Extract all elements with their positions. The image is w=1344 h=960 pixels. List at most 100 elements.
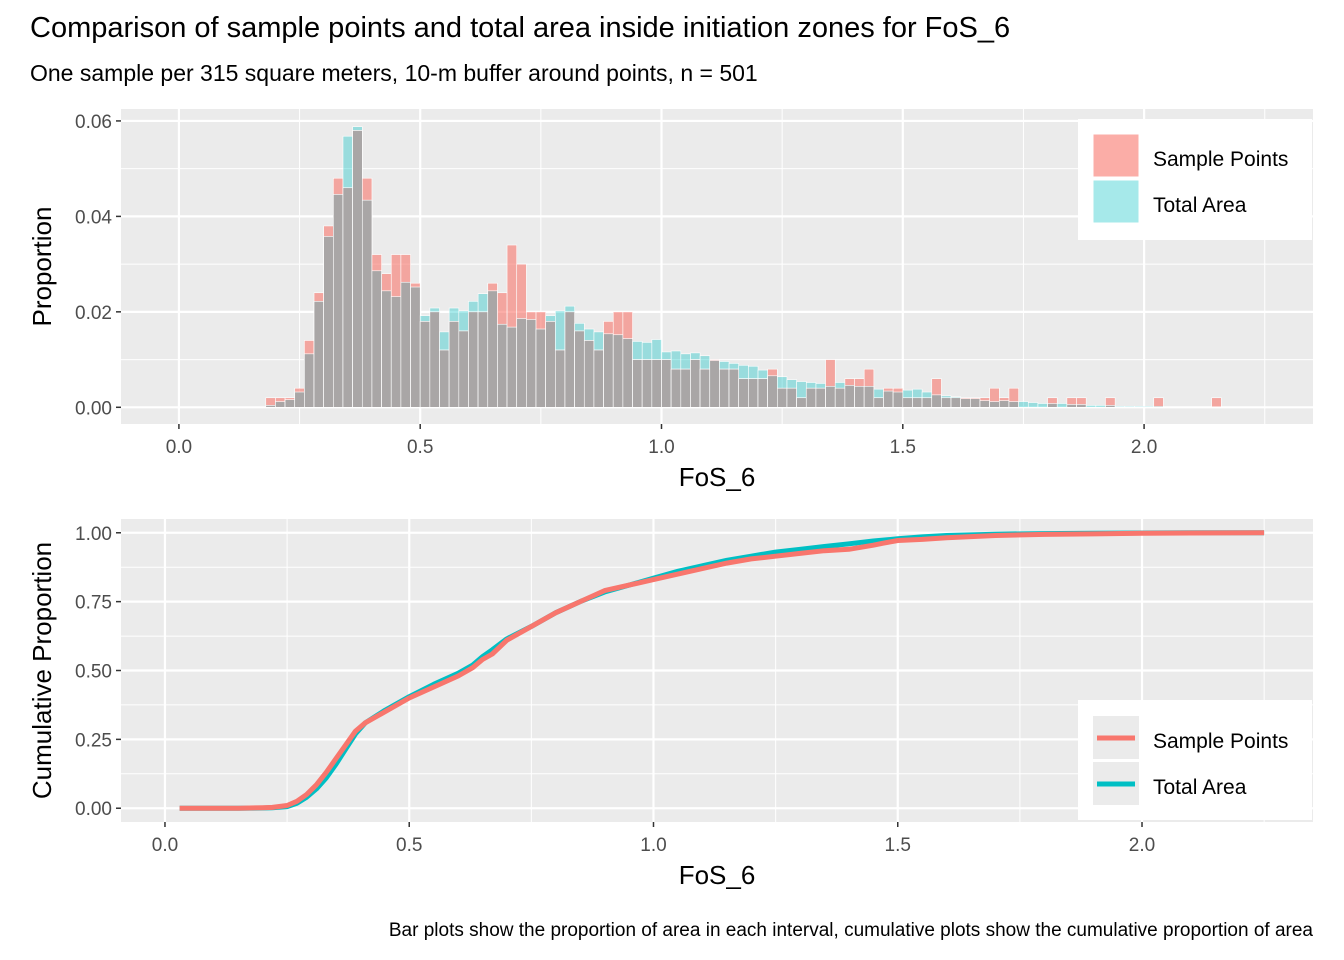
bar-overlap [275, 401, 286, 408]
bar-overlap [680, 368, 691, 408]
bar-overlap [400, 281, 411, 408]
bar-overlap [516, 318, 527, 408]
legend-label-total-area: Total Area [1153, 776, 1247, 799]
bar-overlap [796, 397, 807, 408]
bar-overlap [641, 359, 653, 408]
bar-overlap [555, 349, 566, 408]
x-tick-label: 0.0 [166, 437, 192, 458]
bar-overlap [670, 368, 682, 408]
bar-overlap [535, 328, 546, 408]
y-tick-label: 0.02 [75, 303, 112, 324]
bar-overlap [612, 334, 624, 408]
bar-overlap [526, 319, 537, 408]
bar-overlap [323, 236, 334, 408]
bar-overlap [294, 391, 305, 408]
histogram-legend: Sample Points Total Area [1078, 119, 1312, 240]
bar-overlap [979, 400, 990, 408]
bar-overlap [815, 387, 826, 408]
bar-overlap [458, 330, 469, 408]
bar-total-area [1143, 406, 1155, 408]
bar-overlap [999, 400, 1010, 408]
bar-total-area [1037, 403, 1048, 408]
bar-overlap [574, 330, 585, 408]
bar-overlap [313, 301, 324, 408]
legend-label-sample-points: Sample Points [1153, 148, 1288, 171]
x-tick-label: 2.0 [1131, 437, 1157, 458]
bar-overlap [390, 296, 402, 408]
bar-overlap [661, 359, 672, 408]
bar-overlap [448, 321, 460, 408]
bar-overlap [1066, 404, 1077, 408]
y-tick-label: 0.00 [75, 799, 112, 820]
histogram-y-axis-label: Proportion [27, 207, 57, 327]
legend-swatch-total-area [1092, 179, 1140, 224]
bar-overlap [429, 311, 440, 408]
bar-overlap [854, 385, 865, 408]
bar-total-area [1134, 406, 1145, 408]
x-tick-label: 0.5 [407, 437, 433, 458]
bar-overlap [748, 378, 759, 408]
bar-overlap [863, 385, 875, 408]
cumulative-line-sample-points [179, 530, 1265, 811]
x-tick-label: 2.0 [1129, 835, 1155, 856]
cumulative-x-axis-label: FoS_6 [679, 860, 756, 890]
bar-total-area [1124, 406, 1135, 408]
bar-overlap [844, 385, 855, 408]
bar-total-area [1027, 402, 1039, 408]
cumulative-lines [179, 530, 1265, 811]
bar-overlap [361, 199, 373, 408]
histogram-x-axis: 0.0 0.5 1.0 1.5 2.0 [166, 424, 1157, 458]
bar-overlap [477, 311, 489, 408]
y-tick-label: 1.00 [75, 524, 112, 545]
bar-overlap [719, 368, 730, 408]
bar-overlap [825, 385, 836, 408]
bar-overlap [1047, 403, 1058, 408]
bar-overlap [786, 387, 797, 408]
bar-overlap [728, 368, 740, 408]
cumulative-y-axis: 0.00 0.25 0.50 0.75 1.00 [75, 524, 121, 820]
bar-overlap [593, 349, 604, 408]
x-tick-label: 0.0 [152, 835, 178, 856]
bar-overlap [883, 390, 894, 408]
bar-overlap [410, 286, 421, 408]
bar-sample-points [1211, 397, 1222, 408]
histogram-x-axis-label: FoS_6 [679, 462, 756, 492]
bar-overlap [921, 397, 933, 408]
bar-overlap [902, 397, 913, 408]
bar-overlap [497, 323, 508, 408]
bar-overlap [651, 359, 662, 408]
bar-overlap [487, 290, 498, 408]
bar-overlap [989, 401, 1000, 408]
chart-caption: Bar plots show the proportion of area in… [388, 920, 1313, 941]
bar-overlap [622, 338, 633, 408]
bar-overlap [603, 333, 614, 408]
bar-overlap [709, 360, 720, 408]
cumulative-x-axis: 0.0 0.5 1.0 1.5 2.0 [152, 822, 1155, 856]
y-tick-label: 0.06 [75, 112, 112, 133]
legend-label-total-area: Total Area [1153, 194, 1247, 217]
bar-total-area [1018, 401, 1029, 408]
x-tick-label: 1.5 [890, 437, 916, 458]
histogram-panel: 0.00 0.02 0.04 0.06 0.0 0.5 1.0 1.5 2.0 FoS_6 P… [27, 109, 1313, 492]
bar-overlap [805, 387, 817, 408]
bar-overlap [545, 321, 556, 408]
histogram-bars [265, 126, 1232, 408]
bar-overlap [439, 349, 450, 408]
bar-overlap [699, 368, 711, 408]
bar-overlap [419, 321, 431, 408]
bar-overlap [1105, 405, 1116, 408]
bar-overlap [333, 194, 344, 408]
y-tick-label: 0.00 [75, 398, 112, 419]
bar-overlap [950, 397, 962, 408]
bar-overlap [342, 187, 353, 408]
cumulative-y-axis-label: Cumulative Proportion [27, 542, 57, 799]
y-tick-label: 0.75 [75, 593, 112, 614]
x-tick-label: 1.0 [648, 437, 674, 458]
legend-label-sample-points: Sample Points [1153, 730, 1288, 753]
histogram-y-axis: 0.00 0.02 0.04 0.06 [75, 112, 121, 419]
bar-overlap [506, 326, 518, 408]
bar-overlap [1008, 401, 1019, 408]
bar-overlap [912, 397, 923, 408]
bar-overlap [352, 130, 363, 408]
